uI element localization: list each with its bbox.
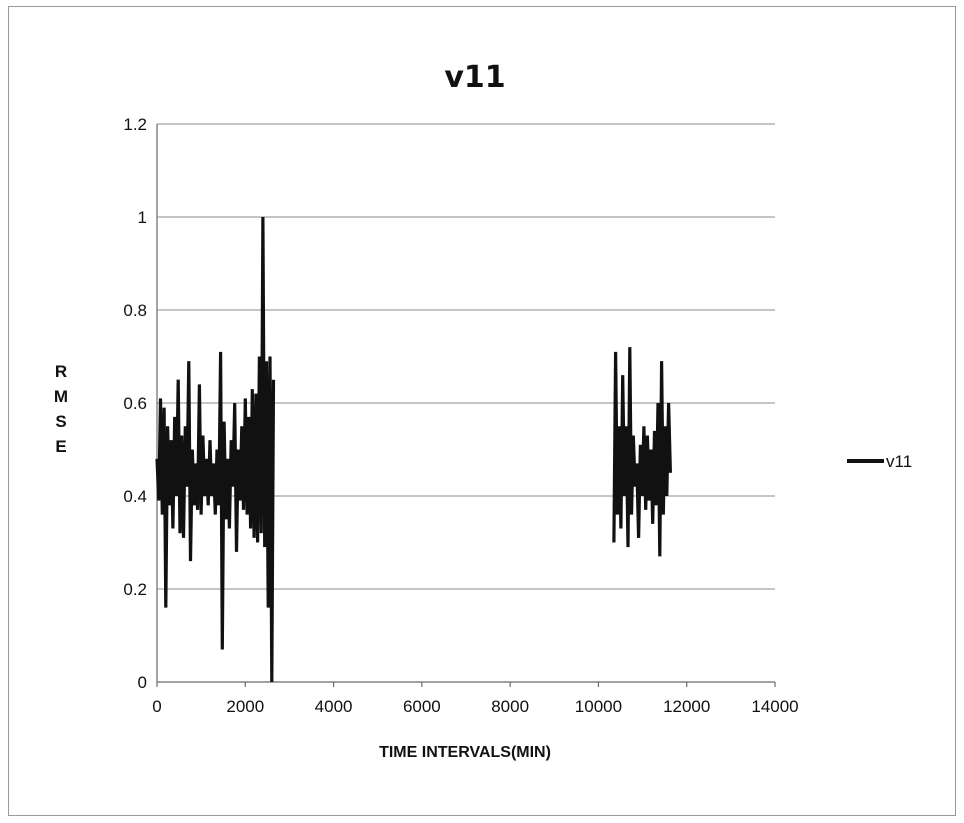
y-tick-label: 0.6 [123,394,147,413]
series-line-v11-segment-2 [612,347,672,557]
y-tick-label: 1 [138,208,147,227]
y-tick-label: 0.2 [123,580,147,599]
y-tick-labels: 0 0.2 0.4 0.6 0.8 1 1.2 [123,115,147,692]
x-tick-label: 6000 [403,697,441,716]
legend: v11 [847,452,912,471]
y-axis-label: R M S E [54,362,68,456]
series-v11 [155,216,672,683]
y-tick-label: 0 [138,673,147,692]
x-tick-label: 0 [152,697,161,716]
y-axis-label-letter: M [54,387,68,406]
y-axis-label-letter: S [55,412,66,431]
y-axis-label-letter: E [55,437,66,456]
y-tick-label: 0.8 [123,301,147,320]
x-tick-label: 8000 [491,697,529,716]
x-tick-label: 4000 [315,697,353,716]
chart-frame: v11 0 0.2 0.4 0.6 0.8 1 1.2 0 2000 4000 6000 8000 1… [8,6,956,816]
x-tick-label: 10000 [575,697,622,716]
y-tick-label: 0.4 [123,487,147,506]
x-tick-labels: 0 2000 4000 6000 8000 10000 12000 14000 [152,682,799,716]
y-tick-label: 1.2 [123,115,147,134]
chart: v11 0 0.2 0.4 0.6 0.8 1 1.2 0 2000 4000 6000 8000 1… [54,60,912,761]
axes [156,124,775,683]
x-axis-label: TIME INTERVALS(MIN) [379,744,551,761]
legend-label-v11: v11 [886,452,912,471]
y-axis-label-letter: R [55,362,67,381]
chart-title: v11 [444,60,505,95]
series-line-v11-segment-1 [155,216,276,683]
x-tick-label: 14000 [751,697,798,716]
x-tick-label: 2000 [226,697,264,716]
x-tick-label: 12000 [663,697,710,716]
